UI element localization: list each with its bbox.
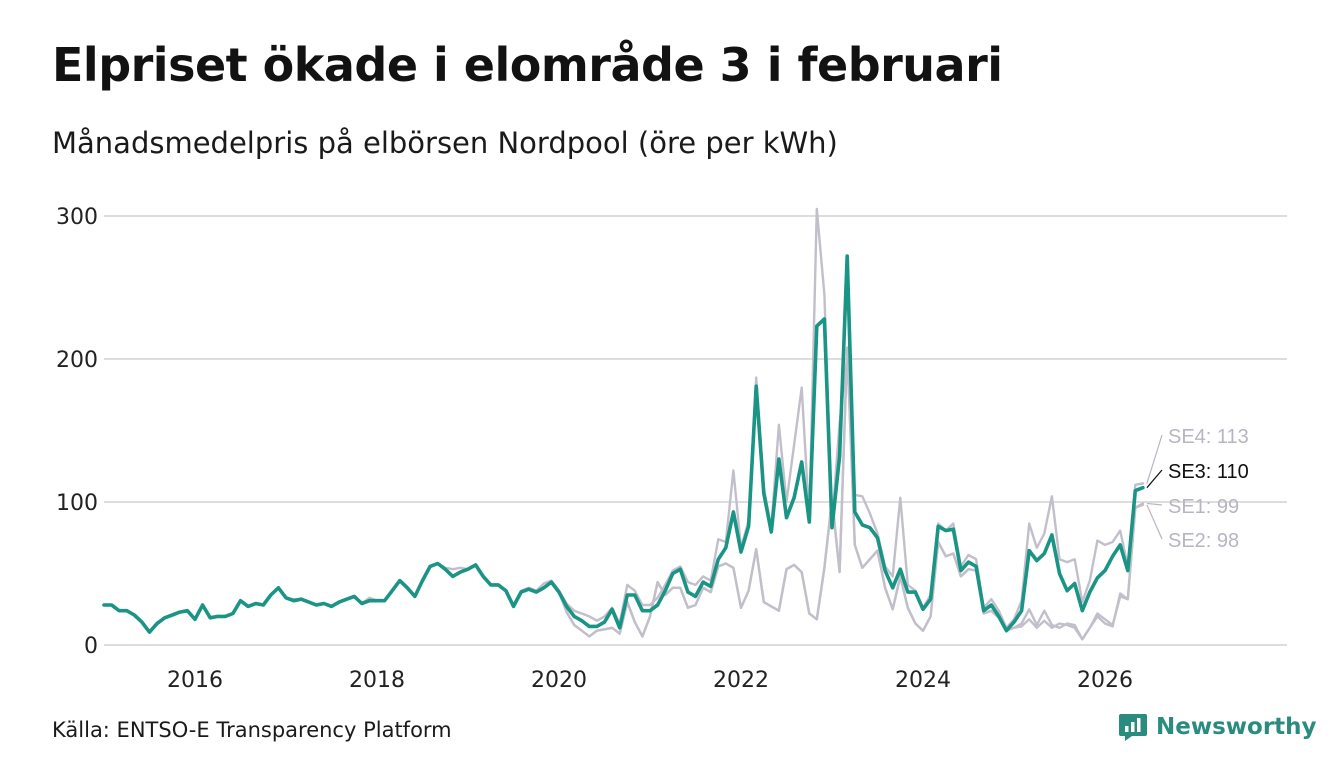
chart-title: Elpriset ökade i elområde 3 i februari <box>52 38 1003 92</box>
grid-lines <box>104 215 1287 646</box>
x-tick-label: 2020 <box>531 668 587 693</box>
brand-logo[interactable]: Newsworthy <box>1118 712 1317 742</box>
x-tick-label: 2016 <box>167 668 223 693</box>
label-leader-se1 <box>1146 502 1163 506</box>
series-label-se3: SE3: 110 <box>1168 461 1249 483</box>
series-labels: SE3: 110 SE4: 113 SE1: 99 SE2: 98 <box>1146 426 1249 552</box>
x-tick-label: 2018 <box>349 668 405 693</box>
newsworthy-logo-icon <box>1119 714 1147 741</box>
source-note: Källa: ENTSO-E Transparency Platform <box>52 718 452 742</box>
series-line-se4 <box>102 207 1145 634</box>
chart-subtitle: Månadsmedelpris på elbörsen Nordpool (ör… <box>52 126 838 160</box>
series-label-se4: SE4: 113 <box>1168 426 1249 448</box>
label-leader-se3 <box>1146 469 1163 489</box>
line-chart: 0 100 200 300 2016 2018 2020 2022 2024 2026 SE3:… <box>56 205 1287 693</box>
brand-name: Newsworthy <box>1156 714 1317 740</box>
x-axis: 2016 2018 2020 2022 2024 2026 <box>167 668 1133 693</box>
label-leader-se2 <box>1146 504 1163 540</box>
y-tick-label: 200 <box>56 348 98 373</box>
series-label-se2: SE2: 98 <box>1168 530 1239 552</box>
series-line-se3 <box>102 254 1145 634</box>
x-tick-label: 2022 <box>713 668 769 693</box>
series-line-se2 <box>102 346 1145 641</box>
context-series <box>102 207 1145 641</box>
x-tick-label: 2026 <box>1077 668 1133 693</box>
y-tick-label: 0 <box>84 634 98 659</box>
y-tick-label: 300 <box>56 205 98 230</box>
series-line-se1 <box>102 346 1145 641</box>
y-tick-label: 100 <box>56 491 98 516</box>
label-leader-se4 <box>1146 434 1163 484</box>
series-label-se1: SE1: 99 <box>1168 496 1239 518</box>
x-tick-label: 2024 <box>895 668 951 693</box>
y-axis: 0 100 200 300 <box>56 205 98 659</box>
highlight-series <box>102 254 1145 634</box>
